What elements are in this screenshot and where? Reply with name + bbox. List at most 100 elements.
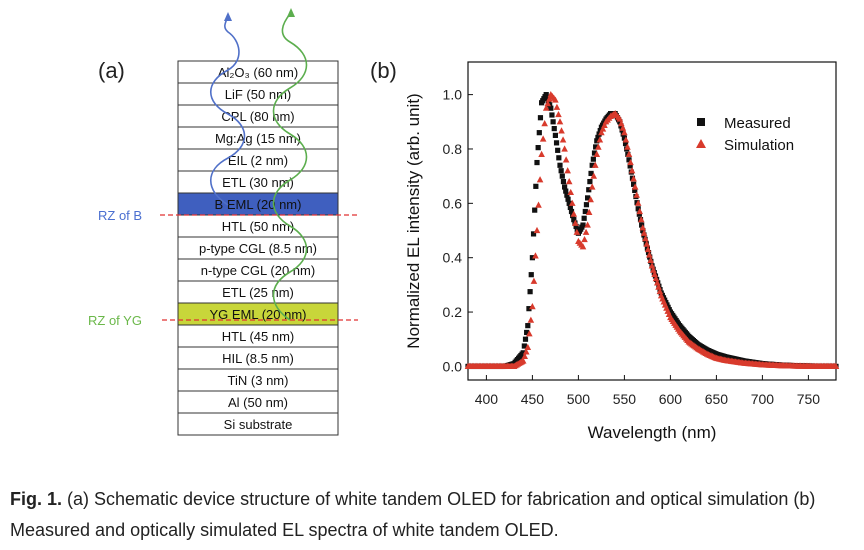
x-tick-label: 600 (659, 391, 683, 407)
measured-point (552, 132, 558, 138)
measured-point (521, 343, 527, 349)
simulation-point (532, 252, 539, 259)
measured-point (632, 187, 638, 194)
measured-point (563, 188, 569, 194)
measured-point (520, 350, 526, 356)
measured-point (586, 187, 592, 193)
caption-text: (a) Schematic device structure of white … (10, 489, 816, 540)
simulation-point (591, 161, 599, 168)
measured-point (622, 140, 629, 147)
simulation-point (644, 245, 652, 253)
simulation-point (590, 172, 598, 179)
simulation-point (627, 158, 634, 166)
layer-label: B EML (20 nm) (215, 197, 302, 212)
simulation-point (567, 188, 575, 196)
measured-point (635, 206, 641, 212)
simulation-point (565, 177, 573, 185)
simulation-point (598, 129, 605, 136)
layer-label: p-type CGL (8.5 nm) (199, 241, 317, 256)
simulation-point (581, 235, 588, 243)
x-tick-label: 450 (521, 391, 545, 407)
y-tick-label: 0.6 (443, 195, 463, 211)
figure-caption: Fig. 1. (a) Schematic device structure o… (10, 484, 858, 546)
measured-point (631, 181, 637, 187)
simulation-point (625, 150, 633, 158)
x-axis-title: Wavelength (nm) (588, 423, 717, 442)
measured-point (573, 223, 579, 230)
x-tick-label: 750 (797, 391, 821, 407)
panel-a-device-structure: (a) Al₂O₃ (60 nm)LiF (50 nm)CPL (80 nm)M… (88, 8, 358, 436)
simulation-point (616, 115, 624, 122)
simulation-point (521, 352, 529, 360)
simulation-point (621, 129, 628, 136)
x-tick-label: 650 (705, 391, 729, 407)
panel-b-el-spectra: (b) 400 450 500 550 600 650 700 750 0.00.20.40.… (370, 58, 840, 442)
simulation-point (636, 207, 644, 215)
series-measured (465, 92, 839, 370)
simulation-point (522, 348, 530, 355)
rz-b-label: RZ of B (98, 208, 142, 223)
x-tick-label: 550 (613, 391, 637, 407)
layer-stack: Al₂O₃ (60 nm)LiF (50 nm)CPL (80 nm)Mg:Ag… (177, 60, 339, 436)
layer-label: ETL (25 nm) (222, 285, 294, 300)
measured-point (556, 155, 562, 161)
y-tick-label: 0.0 (443, 358, 463, 374)
simulation-point (587, 196, 594, 203)
simulation-point (582, 228, 590, 235)
measured-point (551, 125, 557, 132)
simulation-point (553, 103, 561, 110)
x-axis-ticks: 400 450 500 550 600 650 700 750 (475, 375, 821, 407)
green-emission-arrowhead-icon (287, 8, 295, 17)
simulation-point (622, 136, 630, 143)
simulation-point (619, 124, 627, 131)
simulation-point (535, 201, 542, 208)
layer-label: Mg:Ag (15 nm) (215, 131, 301, 146)
measured-point (588, 170, 594, 177)
simulation-point (653, 279, 661, 286)
plot-frame (467, 61, 837, 381)
y-tick-label: 1.0 (443, 87, 463, 103)
measured-point (626, 157, 632, 163)
simulation-point (640, 229, 648, 236)
measured-point (534, 159, 540, 166)
measured-point (636, 211, 642, 217)
measured-point (617, 119, 623, 125)
simulation-point (631, 183, 639, 190)
measured-point (557, 162, 563, 168)
simulation-point (561, 145, 568, 152)
simulation-point (529, 303, 536, 310)
measured-point (535, 145, 541, 151)
x-tick-label: 700 (751, 391, 775, 407)
simulation-point (570, 210, 578, 217)
simulation-point (595, 143, 602, 150)
simulation-point (542, 104, 550, 111)
measured-point (583, 202, 590, 208)
simulation-point (630, 175, 637, 182)
simulation-point (655, 283, 662, 290)
measured-point (526, 306, 532, 312)
layer-label: TiN (3 nm) (228, 373, 289, 388)
simulation-point (572, 219, 579, 226)
measured-point (525, 323, 531, 329)
simulation-point (519, 357, 527, 364)
measured-point (536, 130, 542, 136)
layer-label: EIL (2 nm) (228, 153, 288, 168)
simulation-point (541, 120, 548, 127)
simulation-point (652, 275, 660, 282)
layer-label: HTL (45 nm) (222, 329, 294, 344)
measured-point (537, 115, 544, 121)
simulation-point (593, 150, 601, 158)
simulation-point (618, 120, 625, 127)
simulation-point (634, 199, 642, 206)
simulation-point (544, 100, 552, 107)
rz-yg-label: RZ of YG (88, 313, 142, 328)
green-emission-wave-icon (272, 13, 308, 321)
measured-point (587, 178, 593, 185)
simulation-point (552, 96, 559, 103)
simulation-point (584, 221, 591, 228)
measured-point (571, 217, 577, 223)
layer-label: LiF (50 nm) (225, 87, 291, 102)
measured-point (527, 289, 533, 295)
measured-point (591, 150, 598, 156)
